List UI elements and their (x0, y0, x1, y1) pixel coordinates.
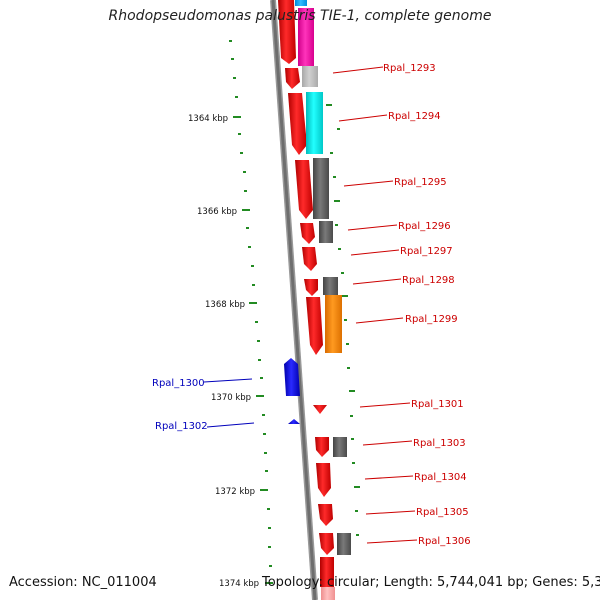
gene-labels-right: Rpal_1293 Rpal_1294 Rpal_1295 Rpal_1296 … (383, 63, 471, 547)
gene-feature[interactable] (304, 279, 318, 296)
gene-label-rpal-1295[interactable]: Rpal_1295 (394, 177, 447, 188)
gene-label-rpal-1304[interactable]: Rpal_1304 (414, 472, 467, 483)
gene-feature[interactable] (313, 158, 329, 219)
topology-label: Topology: circular; Length: 5,744,041 bp… (262, 575, 600, 590)
gene-feature[interactable] (302, 247, 317, 271)
gene-feature[interactable] (337, 533, 351, 555)
gene-feature[interactable] (316, 463, 331, 497)
gene-feature[interactable] (300, 223, 315, 244)
gene-feature[interactable] (320, 557, 334, 587)
gene-label-rpal-1306[interactable]: Rpal_1306 (418, 536, 471, 547)
scale-label-1374: 1374 kbp (219, 579, 259, 589)
gene-feature[interactable] (319, 533, 334, 555)
gene-feature[interactable] (315, 437, 329, 457)
accession-label: Accession: NC_011004 (9, 575, 157, 590)
gene-label-rpal-1299[interactable]: Rpal_1299 (405, 314, 458, 325)
scale-label-1364: 1364 kbp (188, 114, 228, 124)
gene-feature[interactable] (325, 295, 342, 353)
gene-feature[interactable] (302, 66, 318, 87)
outer-gene-track[interactable] (295, 0, 351, 555)
label-leader-lines (203, 66, 418, 544)
genome-title: Rhodopseudomonas palustris TIE-1, comple… (108, 8, 492, 24)
gene-feature[interactable] (295, 160, 313, 219)
gene-label-rpal-1298[interactable]: Rpal_1298 (402, 275, 455, 286)
scale-tick-arc (229, 40, 273, 584)
gene-feature[interactable] (313, 405, 327, 414)
gene-label-rpal-1303[interactable]: Rpal_1303 (413, 438, 466, 449)
gene-feature[interactable] (306, 297, 323, 355)
gene-label-rpal-1302[interactable]: Rpal_1302 (155, 421, 208, 432)
gene-feature[interactable] (278, 0, 296, 64)
inner-gene-track[interactable] (278, 0, 335, 600)
gene-label-rpal-1297[interactable]: Rpal_1297 (400, 246, 453, 257)
gene-feature[interactable] (321, 587, 335, 600)
scale-label-1366: 1366 kbp (197, 207, 237, 217)
gene-feature[interactable] (333, 437, 347, 457)
scale-label-1368: 1368 kbp (205, 300, 245, 310)
gene-feature[interactable] (298, 8, 314, 66)
gene-label-rpal-1301[interactable]: Rpal_1301 (411, 399, 464, 410)
scale-labels: 1364 kbp 1366 kbp 1368 kbp 1370 kbp 1372… (188, 114, 259, 589)
scale-label-1370: 1370 kbp (211, 393, 251, 403)
gene-feature[interactable] (288, 419, 300, 424)
gene-labels-left: Rpal_1300 Rpal_1302 (152, 378, 208, 432)
gene-feature[interactable] (306, 92, 323, 154)
reverse-gene-track[interactable] (284, 358, 300, 424)
gene-label-rpal-1300[interactable]: Rpal_1300 (152, 378, 205, 389)
genome-backbone (270, 0, 318, 600)
gene-feature[interactable] (288, 93, 307, 155)
gene-feature[interactable] (319, 221, 333, 243)
gene-label-rpal-1296[interactable]: Rpal_1296 (398, 221, 451, 232)
scale-label-1372: 1372 kbp (215, 487, 255, 497)
gene-label-rpal-1294[interactable]: Rpal_1294 (388, 111, 441, 122)
gene-feature[interactable] (285, 68, 300, 89)
gene-label-rpal-1293[interactable]: Rpal_1293 (383, 63, 436, 74)
gene-label-rpal-1305[interactable]: Rpal_1305 (416, 507, 469, 518)
gene-track-tick-arc (326, 104, 360, 536)
gene-feature[interactable] (295, 0, 307, 6)
gene-feature[interactable] (284, 358, 300, 396)
gene-feature[interactable] (318, 504, 333, 526)
gene-feature[interactable] (323, 277, 338, 295)
